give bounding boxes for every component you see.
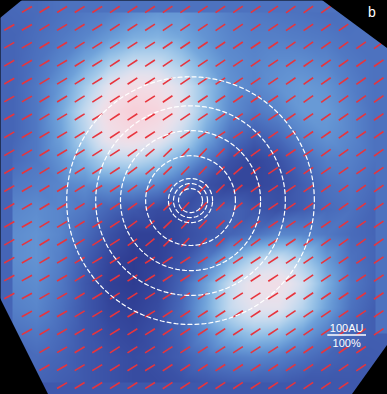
svg-text:100AU: 100AU	[330, 322, 364, 334]
svg-text:b: b	[368, 4, 376, 20]
svg-text:100%: 100%	[333, 337, 361, 349]
